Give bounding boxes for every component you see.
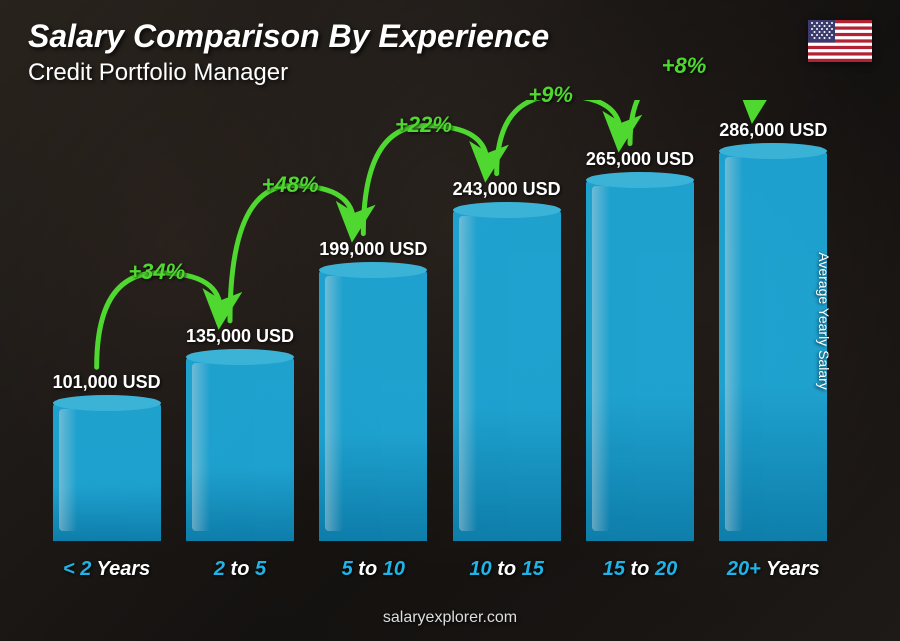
us-flag-icon xyxy=(808,20,872,62)
growth-percent-label: +22% xyxy=(395,112,452,138)
bar xyxy=(453,210,561,541)
chart-header: Salary Comparison By Experience Credit P… xyxy=(28,18,872,87)
growth-percent-label: +34% xyxy=(128,259,185,285)
bars-container: 101,000 USD 135,000 USD 199,000 USD 243,000… xyxy=(40,111,840,541)
x-axis-label: 20+ Years xyxy=(708,558,838,581)
x-axis-labels: < 2 Years2 to 55 to 1010 to 1515 to 2020… xyxy=(40,558,840,581)
bar-value-label: 135,000 USD xyxy=(186,326,294,347)
footer-attribution: salaryexplorer.com xyxy=(0,609,900,627)
bar xyxy=(319,270,427,541)
bar-group: 265,000 USD xyxy=(575,149,705,541)
x-axis-label: < 2 Years xyxy=(42,558,172,581)
bar-value-label: 101,000 USD xyxy=(53,372,161,393)
bar-value-label: 286,000 USD xyxy=(719,120,827,141)
bar xyxy=(586,180,694,541)
chart-title: Salary Comparison By Experience xyxy=(28,18,872,55)
x-axis-label: 15 to 20 xyxy=(575,558,705,581)
chart-subtitle: Credit Portfolio Manager xyxy=(28,59,872,87)
bar-value-label: 199,000 USD xyxy=(319,239,427,260)
bar-group: 243,000 USD xyxy=(442,179,572,541)
growth-percent-label: +9% xyxy=(528,82,573,108)
x-axis-label: 5 to 10 xyxy=(308,558,438,581)
bar-group: 101,000 USD xyxy=(42,372,172,541)
chart-area: 101,000 USD 135,000 USD 199,000 USD 243,000… xyxy=(40,100,840,581)
bar xyxy=(719,151,827,541)
y-axis-label: Average Yearly Salary xyxy=(815,252,831,390)
bar-group: 199,000 USD xyxy=(308,239,438,541)
bar xyxy=(53,403,161,541)
x-axis-label: 2 to 5 xyxy=(175,558,305,581)
growth-percent-label: +8% xyxy=(662,53,707,79)
bar xyxy=(186,357,294,541)
bar-value-label: 243,000 USD xyxy=(453,179,561,200)
x-axis-label: 10 to 15 xyxy=(442,558,572,581)
growth-percent-label: +48% xyxy=(262,172,319,198)
bar-value-label: 265,000 USD xyxy=(586,149,694,170)
bar-group: 135,000 USD xyxy=(175,326,305,541)
